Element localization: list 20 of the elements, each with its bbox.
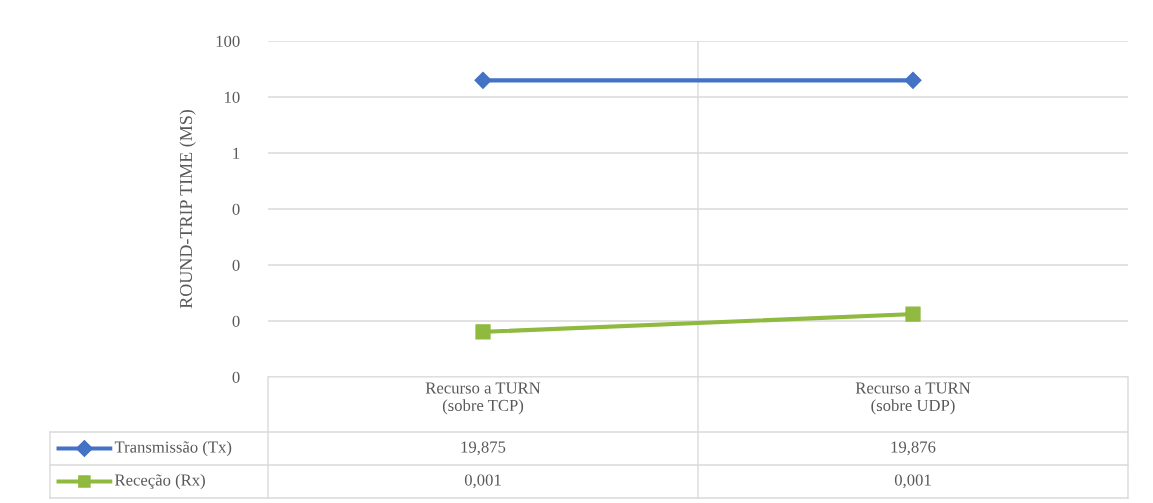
point — [475, 324, 491, 340]
data-label: 0,001 — [894, 474, 931, 489]
y-tick-label: 0 — [232, 371, 240, 383]
x-tick-label: Recurso a TURN (sobre TCP) — [425, 382, 541, 415]
y-tick-label: 0 — [232, 315, 240, 327]
y-tick-label: 10 — [225, 91, 240, 103]
y-tick-label: 1 — [233, 147, 240, 159]
y-tick-label: 0 — [232, 259, 240, 271]
data-label: 19,876 — [891, 441, 936, 456]
point — [474, 71, 492, 89]
legend-label: Transmissão (Tx) — [114, 440, 232, 457]
legend-label: Receção (Rx) — [114, 473, 205, 490]
x-tick-label: Recurso a TURN (sobre UDP) — [855, 382, 971, 415]
y-tick-label: 100 — [216, 35, 240, 47]
y-axis-title: ROUND-TRIP TIME (MS) — [179, 109, 196, 309]
data-label: 0,001 — [464, 474, 501, 489]
point — [904, 71, 922, 89]
y-tick-label: 0 — [232, 203, 240, 215]
point — [905, 306, 921, 322]
data-label: 19,875 — [461, 441, 506, 456]
